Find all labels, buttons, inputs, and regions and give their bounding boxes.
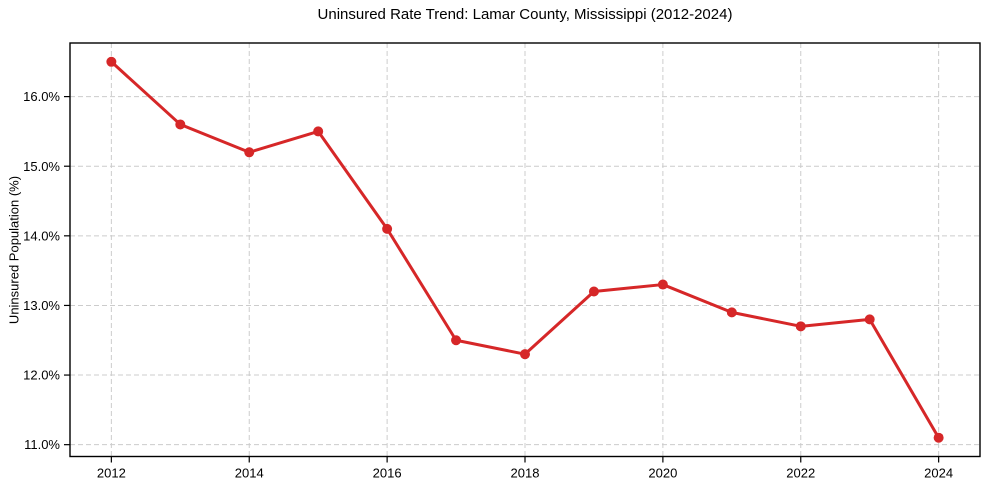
x-tick-label: 2024 xyxy=(924,466,953,481)
data-point xyxy=(726,307,737,318)
data-point xyxy=(313,126,324,137)
x-tick-label: 2022 xyxy=(786,466,815,481)
y-tick-label: 12.0% xyxy=(23,368,60,383)
data-point xyxy=(588,286,599,297)
data-point xyxy=(795,321,806,332)
y-tick-label: 13.0% xyxy=(23,298,60,313)
plot-border xyxy=(69,42,981,458)
data-point xyxy=(933,432,944,443)
x-tick-label: 2016 xyxy=(373,466,402,481)
y-tick-label: 15.0% xyxy=(23,159,60,174)
x-tick-label: 2018 xyxy=(511,466,540,481)
data-point xyxy=(382,223,393,234)
data-point xyxy=(864,314,875,325)
chart-title: Uninsured Rate Trend: Lamar County, Miss… xyxy=(317,6,733,23)
data-point xyxy=(657,279,668,290)
data-point xyxy=(451,335,462,346)
y-tick-label: 11.0% xyxy=(24,437,60,452)
data-point xyxy=(520,349,530,360)
y-tick-label: 16.0% xyxy=(23,89,60,104)
x-tick-label: 2020 xyxy=(648,466,677,481)
y-tick-label: 14.0% xyxy=(23,228,60,243)
data-point xyxy=(244,147,255,158)
data-point xyxy=(175,119,186,130)
data-point xyxy=(106,56,117,67)
x-tick-label: 2012 xyxy=(97,466,126,481)
x-tick-label: 2014 xyxy=(235,466,264,481)
